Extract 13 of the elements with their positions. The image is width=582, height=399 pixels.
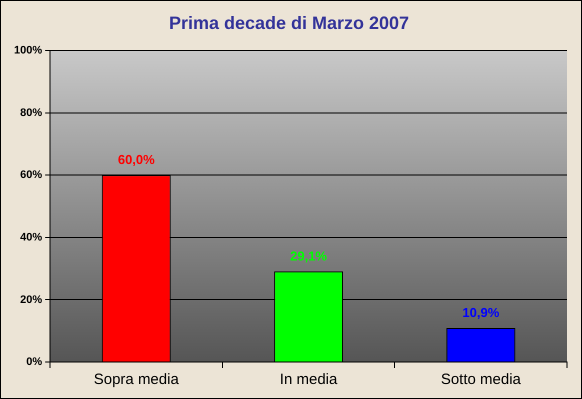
data-label: 29,1% [290, 248, 328, 264]
y-tick-label: 0% [26, 356, 42, 368]
x-tick-label: Sopra media [94, 371, 180, 388]
data-label: 60,0% [118, 152, 156, 168]
x-tick-label: Sotto media [440, 371, 522, 388]
y-tick-label: 100% [14, 44, 42, 57]
y-tick-label: 80% [20, 106, 42, 119]
y-tick-label: 20% [20, 294, 42, 306]
chart-title: Prima decade di Marzo 2007 [168, 12, 410, 33]
data-label: 10,9% [462, 305, 500, 320]
y-tick-label: 60% [20, 169, 42, 182]
y-tick-label: 40% [20, 231, 42, 244]
x-tick-label: In media [280, 371, 338, 388]
